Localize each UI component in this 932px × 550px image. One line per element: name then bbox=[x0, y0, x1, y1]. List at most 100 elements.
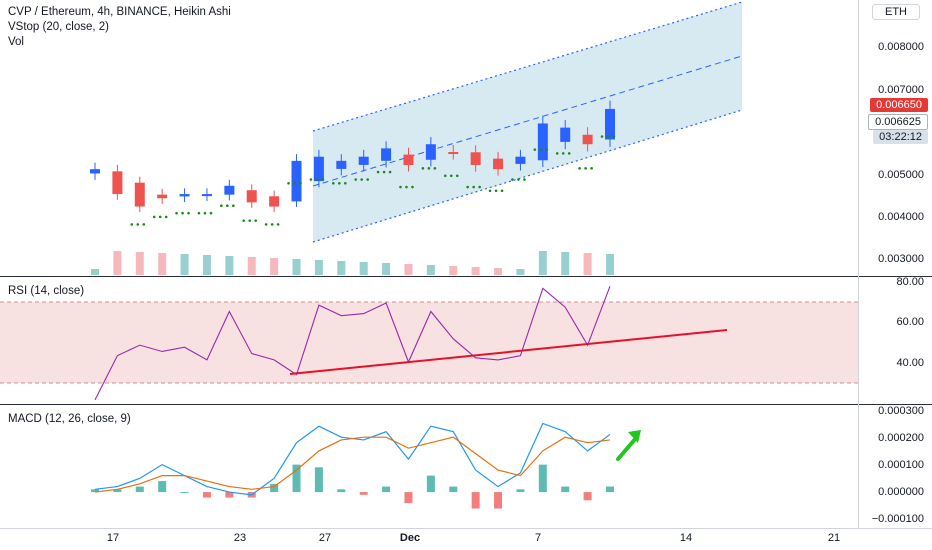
price-axis-label: 0.003000 bbox=[878, 253, 924, 265]
vstop-dot bbox=[500, 189, 504, 193]
vstop-dot bbox=[164, 215, 168, 219]
volume-bar bbox=[180, 254, 189, 275]
macd-histogram-bar bbox=[606, 486, 614, 493]
macd-legend[interactable]: MACD (12, 26, close, 9) bbox=[8, 413, 131, 425]
macd-histogram-bar bbox=[449, 486, 458, 493]
time-axis-label: 14 bbox=[679, 532, 693, 544]
vstop-dot bbox=[478, 185, 481, 189]
symbol-title[interactable]: CVP / Ethereum, 4h, BINANCE, Heikin Ashi bbox=[8, 6, 231, 18]
volume-bar bbox=[426, 265, 435, 275]
vstop-dot bbox=[466, 185, 469, 189]
vstop-dot bbox=[411, 185, 414, 189]
macd-histogram-bar bbox=[314, 467, 323, 493]
vstop-dot bbox=[152, 215, 156, 219]
pane-separator-rsi[interactable] bbox=[0, 276, 932, 277]
vstop-dot bbox=[209, 211, 213, 215]
volume-bar bbox=[337, 261, 346, 275]
vstop-dot bbox=[399, 185, 402, 189]
volume-bar bbox=[449, 266, 458, 275]
vstop-dot bbox=[360, 178, 363, 181]
time-axis-label: 21 bbox=[827, 532, 841, 544]
macd-histogram-bar bbox=[135, 486, 144, 493]
vstop-dot bbox=[248, 219, 252, 222]
vstop-dot bbox=[203, 211, 207, 215]
candle-body bbox=[448, 152, 459, 155]
vstop-dot bbox=[421, 167, 425, 170]
price-axis-label: 0.008000 bbox=[878, 41, 924, 53]
rsi-legend[interactable]: RSI (14, close) bbox=[8, 285, 85, 297]
candle-body bbox=[134, 182, 145, 207]
vstop-dot bbox=[561, 152, 565, 155]
volume-bar bbox=[538, 251, 547, 275]
vstop-dot bbox=[388, 170, 392, 174]
macd-histogram-bar bbox=[382, 486, 391, 493]
macd-histogram-bar bbox=[180, 492, 189, 494]
vstop-dot bbox=[511, 178, 514, 181]
macd-histogram-bar bbox=[158, 481, 167, 493]
vstop-dot bbox=[555, 152, 559, 155]
macd-histogram-bar bbox=[270, 483, 279, 493]
pane-separator-macd[interactable] bbox=[0, 404, 932, 405]
macd-histogram-bar bbox=[494, 492, 503, 509]
candle-body bbox=[336, 160, 347, 169]
candle-body bbox=[201, 194, 212, 197]
macd-axis-label: 0.000100 bbox=[878, 459, 924, 471]
symbol-legend[interactable]: CVP / Ethereum, 4h, BINANCE, Heikin Ashi… bbox=[8, 5, 231, 50]
vstop-dot bbox=[382, 170, 386, 174]
candle-body bbox=[224, 185, 235, 195]
volume-bar bbox=[516, 269, 525, 275]
vstop-dot bbox=[181, 211, 184, 215]
volume-bar bbox=[583, 253, 592, 275]
vstop-dot bbox=[187, 211, 190, 215]
vstop-dot bbox=[539, 148, 543, 151]
vstop-dot bbox=[175, 211, 178, 215]
vstop-dot bbox=[142, 223, 146, 226]
vstop-dot bbox=[449, 174, 453, 178]
candle-body bbox=[493, 158, 504, 170]
vstop-dot bbox=[226, 204, 229, 208]
vstop-legend[interactable]: VStop (20, close, 2) bbox=[8, 21, 109, 33]
volume-bar bbox=[382, 263, 391, 275]
volume-bar bbox=[606, 254, 614, 275]
candle-body bbox=[313, 156, 324, 182]
price-axis-label: 0.004000 bbox=[878, 211, 924, 223]
time-axis-label: Dec bbox=[399, 532, 421, 544]
vstop-dot bbox=[197, 211, 201, 215]
volume-bar bbox=[247, 257, 256, 275]
volume-bar bbox=[292, 259, 301, 275]
vstop-dot bbox=[220, 204, 223, 208]
vstop-dot bbox=[276, 223, 280, 226]
vstop-dot bbox=[472, 185, 475, 189]
time-axis-label: 27 bbox=[318, 532, 332, 544]
macd-axis-label: 0.000000 bbox=[878, 486, 924, 498]
macd-histogram-bar bbox=[426, 475, 435, 493]
vstop-dot bbox=[232, 204, 235, 208]
vstop-dot bbox=[376, 170, 380, 174]
price-axis-border bbox=[858, 0, 859, 528]
candle-body bbox=[470, 152, 481, 165]
macd-histogram-bar bbox=[516, 489, 525, 493]
countdown-badge: 03:22:12 bbox=[873, 130, 928, 144]
macd-axis-label: 0.000200 bbox=[878, 432, 924, 444]
macd-histogram-bar bbox=[225, 492, 234, 498]
vstop-dot bbox=[567, 152, 571, 155]
currency-button[interactable]: ETH bbox=[872, 4, 920, 20]
candle-body bbox=[358, 156, 369, 165]
vstop-dot bbox=[254, 219, 258, 222]
volume-bar bbox=[270, 258, 279, 275]
vstop-dot bbox=[523, 178, 526, 181]
time-axis-label: 7 bbox=[534, 532, 542, 544]
volume-bar bbox=[494, 268, 503, 275]
arrow-head-icon bbox=[628, 430, 641, 443]
volume-bar bbox=[202, 255, 211, 275]
vstop-dot bbox=[299, 181, 302, 185]
vstop-dot bbox=[578, 167, 581, 170]
macd-histogram-bar bbox=[404, 492, 413, 504]
vstop-dot bbox=[136, 223, 140, 226]
macd-axis-label: 0.000300 bbox=[878, 405, 924, 417]
vstop-dot bbox=[427, 167, 431, 170]
candle-body bbox=[157, 194, 168, 199]
vol-legend[interactable]: Vol bbox=[8, 36, 24, 48]
